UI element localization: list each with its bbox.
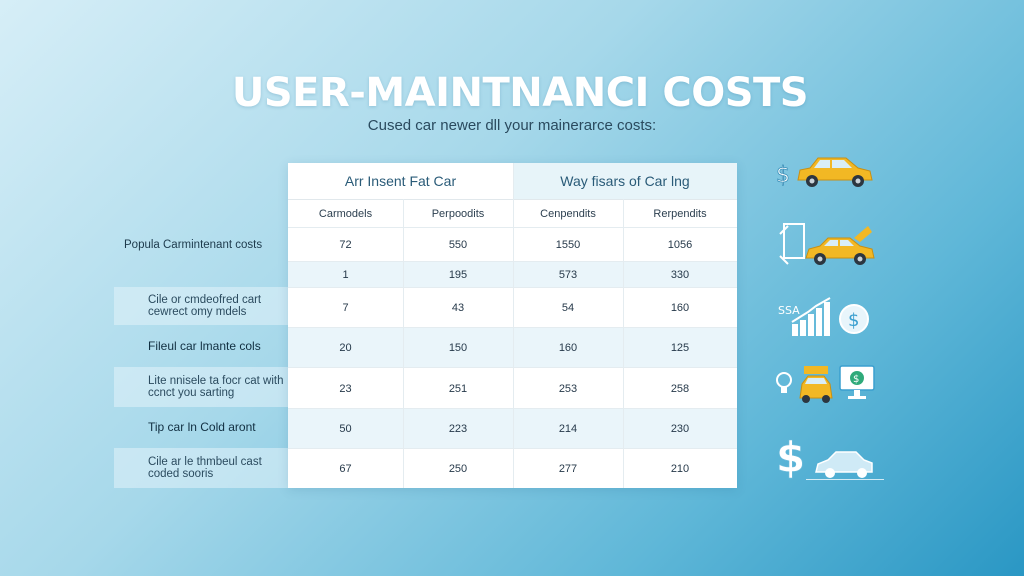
- table-grid: Arr Insent Fat Car Way fisars of Car lng…: [288, 163, 737, 488]
- costs-table: Popula Carmintenant costs Cile or cmdeof…: [114, 163, 737, 488]
- table-cell: 50: [339, 423, 352, 435]
- row-label: Cile ar le thmbeul cast coded sooris: [114, 448, 288, 488]
- table-cell: 72: [339, 239, 352, 251]
- table-cell: 550: [448, 239, 468, 251]
- table-cell: 125: [670, 342, 690, 354]
- savings-label: SSA: [778, 304, 800, 317]
- row-label: Lite nnisele ta focr cat with ccnct you …: [114, 367, 288, 407]
- table-row: 23 251 253 258: [288, 367, 737, 409]
- table-cell: 160: [558, 342, 578, 354]
- page-title: USER-MAINTNANCI COSTS: [231, 70, 809, 116]
- table-cell: 253: [558, 382, 578, 395]
- row-label: Cile or cmdeofred cart cewrect omy mdels: [114, 287, 288, 325]
- table-cell: 54: [561, 302, 575, 314]
- svg-text:$: $: [776, 433, 805, 480]
- group-header: Way fisars of Car lng: [513, 163, 737, 199]
- dollar-car-icon: $: [776, 157, 873, 188]
- column-divider: [623, 199, 624, 488]
- column-header: Cenpendits: [513, 199, 623, 228]
- column-divider: [513, 163, 514, 488]
- icon-column: $ SSA $ $: [772, 140, 892, 500]
- row-label: Fileul car lmante cols: [148, 339, 261, 353]
- table-cell: 214: [558, 423, 578, 435]
- dollar-car-side-icon: $: [776, 433, 884, 480]
- table-cell: 1: [342, 269, 349, 281]
- table-cell: 67: [339, 463, 352, 475]
- table-cell: 23: [339, 382, 352, 395]
- row-label: Popula Carmintenant costs: [124, 239, 263, 251]
- document-car-icon: [779, 223, 875, 265]
- svg-text:$: $: [848, 310, 859, 331]
- row-labels: Popula Carmintenant costs Cile or cmdeof…: [114, 163, 288, 488]
- table-cell: 223: [448, 423, 468, 435]
- table-cell: 573: [558, 269, 578, 281]
- table-cell: 195: [448, 269, 468, 281]
- table-cell: 150: [448, 342, 468, 354]
- group-header: Arr Insent Fat Car: [288, 163, 513, 199]
- table-cell: 258: [670, 382, 690, 395]
- table-cell: 20: [339, 342, 352, 354]
- table-row: 20 150 160 125: [288, 327, 737, 368]
- column-divider: [403, 199, 404, 488]
- savings-growth-chart-icon: SSA $: [778, 297, 869, 336]
- column-header: Perpoodits: [403, 199, 513, 228]
- svg-text:$: $: [776, 163, 790, 188]
- lightbulb-car-monitor-icon: $: [776, 365, 875, 403]
- table-row: 1 195 573 330: [288, 261, 737, 288]
- table-cell: 330: [670, 269, 690, 281]
- table-cell: 251: [448, 382, 468, 395]
- table-cell: 210: [670, 463, 690, 475]
- table-row: 7 43 54 160: [288, 287, 737, 328]
- page-subtitle: Cused car newer dll your mainerarce cost…: [367, 117, 657, 134]
- table-row: 50 223 214 230: [288, 408, 737, 449]
- table-cell: 250: [448, 463, 468, 475]
- column-header: Carmodels: [288, 199, 403, 228]
- table-cell: 43: [451, 302, 465, 314]
- table-cell: 1056: [667, 239, 693, 251]
- table-cell: 230: [670, 423, 690, 435]
- table-cell: 1550: [555, 239, 581, 251]
- table-row: 72 550 1550 1056: [288, 227, 737, 262]
- table-cell: 7: [342, 302, 349, 314]
- svg-text:$: $: [853, 374, 859, 385]
- table-row: 67 250 277 210: [288, 448, 737, 489]
- column-header: Rerpendits: [623, 199, 737, 228]
- table-cell: 160: [670, 302, 690, 314]
- row-label: Tip car ln Cold aront: [148, 420, 256, 434]
- table-cell: 277: [558, 463, 578, 475]
